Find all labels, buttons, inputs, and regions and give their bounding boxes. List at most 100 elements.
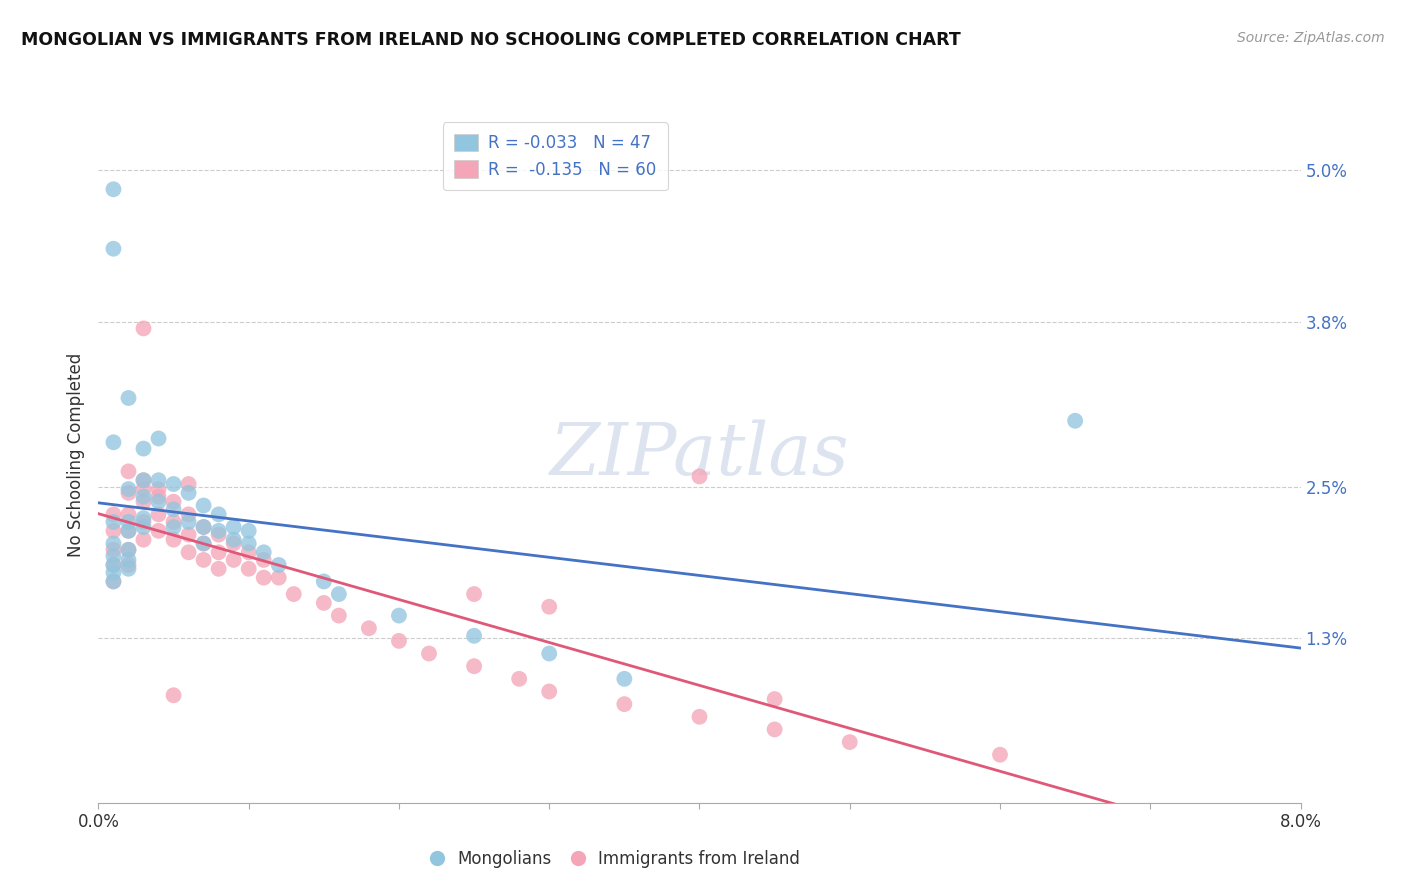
Point [238,562,260,576]
Point [148,494,170,508]
Point [132,490,155,504]
Point [463,659,485,673]
Text: ZIPatlas: ZIPatlas [550,419,849,491]
Point [148,473,170,487]
Point [103,524,125,538]
Point [177,508,200,522]
Point [148,508,170,522]
Point [689,469,711,483]
Point [117,558,139,572]
Point [132,511,155,525]
Point [388,608,411,623]
Point [763,692,786,706]
Point [222,553,245,567]
Point [132,482,155,496]
Point [117,524,139,538]
Point [538,684,561,698]
Text: Source: ZipAtlas.com: Source: ZipAtlas.com [1237,31,1385,45]
Point [117,562,139,576]
Point [253,571,276,585]
Point [117,553,139,567]
Point [238,524,260,538]
Point [238,536,260,550]
Point [103,182,125,196]
Point [132,473,155,487]
Point [763,723,786,737]
Point [1064,414,1087,428]
Point [312,596,335,610]
Point [357,621,380,635]
Point [103,242,125,256]
Point [117,464,139,478]
Point [208,524,231,538]
Point [508,672,530,686]
Point [177,515,200,529]
Point [132,533,155,547]
Point [103,558,125,572]
Point [193,553,215,567]
Point [208,545,231,559]
Point [162,520,184,534]
Point [132,494,155,508]
Y-axis label: No Schooling Completed: No Schooling Completed [66,353,84,557]
Point [208,527,231,541]
Point [177,527,200,541]
Point [838,735,860,749]
Point [208,562,231,576]
Point [117,486,139,500]
Point [148,482,170,496]
Point [283,587,305,601]
Point [103,558,125,572]
Point [222,533,245,547]
Point [689,710,711,724]
Point [103,536,125,550]
Point [253,553,276,567]
Point [193,536,215,550]
Point [162,688,184,702]
Point [463,629,485,643]
Point [148,524,170,538]
Point [613,672,636,686]
Point [162,502,184,516]
Point [117,542,139,557]
Point [132,520,155,534]
Point [253,545,276,559]
Point [208,508,231,522]
Point [132,442,155,456]
Point [328,587,350,601]
Point [328,608,350,623]
Point [538,599,561,614]
Point [193,520,215,534]
Point [117,508,139,522]
Legend: Mongolians, Immigrants from Ireland: Mongolians, Immigrants from Ireland [425,843,807,874]
Point [148,432,170,446]
Point [267,571,290,585]
Point [418,647,440,661]
Point [103,574,125,589]
Point [388,633,411,648]
Point [117,482,139,496]
Point [103,566,125,580]
Point [117,542,139,557]
Point [132,321,155,335]
Point [463,587,485,601]
Point [103,542,125,557]
Point [103,435,125,450]
Point [132,515,155,529]
Point [988,747,1011,762]
Point [177,477,200,491]
Point [162,515,184,529]
Point [193,499,215,513]
Point [162,477,184,491]
Point [538,647,561,661]
Point [267,558,290,572]
Point [312,574,335,589]
Point [238,545,260,559]
Point [117,391,139,405]
Point [177,486,200,500]
Point [193,520,215,534]
Point [193,536,215,550]
Point [162,494,184,508]
Point [103,508,125,522]
Point [117,515,139,529]
